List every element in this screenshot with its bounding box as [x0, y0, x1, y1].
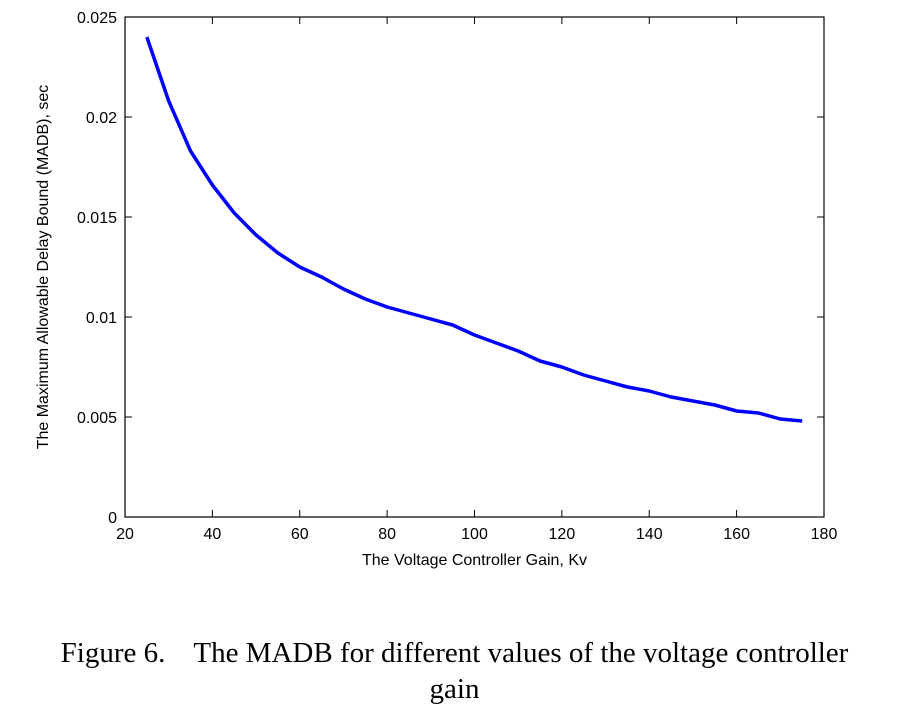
- line-chart: 20 40 60 80 100 120 140 160 180 0 0.005 0.01 0.015 0.…: [35, 10, 837, 569]
- y-tick-label: 0.02: [86, 110, 117, 127]
- series-line: [145, 36, 803, 423]
- y-tick-label: 0.015: [77, 210, 117, 227]
- x-axis-title: The Voltage Controller Gain, Kv: [362, 552, 587, 569]
- figure-caption: Figure 6. The MADB for different values o…: [0, 636, 909, 670]
- x-tick-label: 40: [203, 526, 221, 543]
- x-tick-label: 180: [811, 526, 838, 543]
- y-tick-label: 0: [108, 510, 117, 527]
- x-tick-label: 20: [116, 526, 134, 543]
- y-tick-label: 0.01: [86, 310, 117, 327]
- y-tick-label: 0.005: [77, 410, 117, 427]
- x-tick-label: 80: [378, 526, 396, 543]
- caption-text-line1: The MADB for different values of the vol…: [193, 637, 849, 669]
- x-tick-label: 100: [461, 526, 488, 543]
- figure-number: Figure 6.: [60, 637, 166, 669]
- x-tick-label: 140: [636, 526, 663, 543]
- x-tick-label: 160: [723, 526, 750, 543]
- plot-area: 20 40 60 80 100 120 140 160 180 0 0.005 0.01 0.015 0.…: [77, 10, 837, 543]
- y-tick-label: 0.025: [77, 10, 117, 27]
- caption-text-line2: gain: [429, 673, 480, 705]
- axes-frame: [124, 16, 825, 518]
- y-axis-title: The Maximum Allowable Delay Bound (MADB)…: [35, 85, 52, 450]
- x-tick-label: 120: [549, 526, 576, 543]
- x-tick-label: 60: [291, 526, 309, 543]
- figure-caption-continued: gain: [0, 672, 909, 706]
